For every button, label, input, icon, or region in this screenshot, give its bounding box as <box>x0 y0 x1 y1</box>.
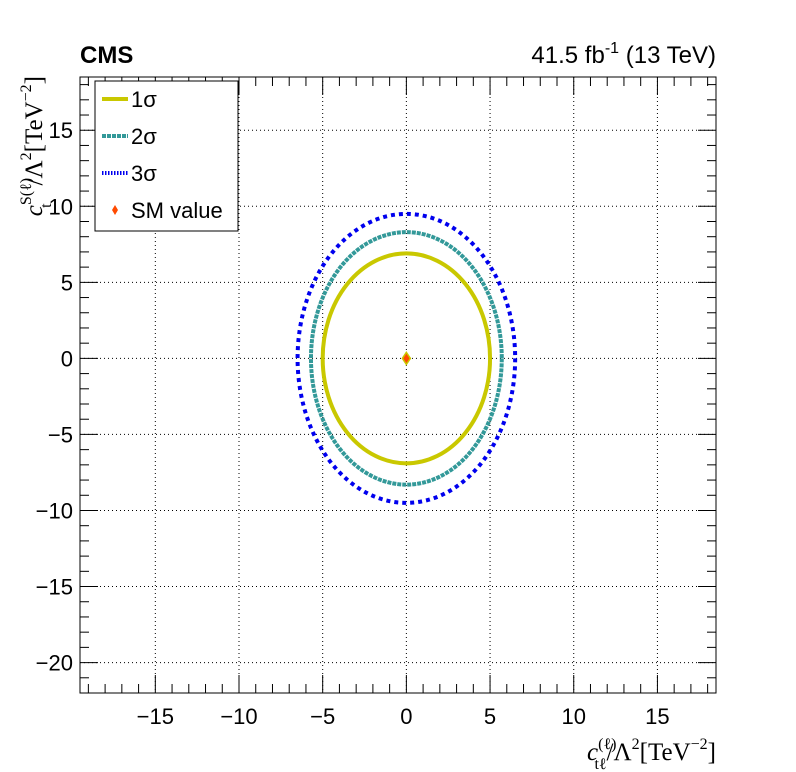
contour-2sigma <box>308 230 504 487</box>
contour-1sigma <box>320 251 493 466</box>
x-tick-label: 0 <box>400 704 412 729</box>
y-tick-label: −10 <box>36 498 73 523</box>
legend-entry: 1σ <box>102 87 157 112</box>
legend-entry: SM value <box>112 198 223 223</box>
legend-label: 2σ <box>131 124 157 149</box>
y-tick-label: −5 <box>48 422 73 447</box>
y-tick-label: −20 <box>36 651 73 676</box>
y-tick-label: 15 <box>49 118 73 143</box>
y-tick-labels: −20 −15 −10 −5 0 5 10 15 <box>36 118 73 675</box>
contour-3sigma <box>295 211 518 505</box>
grid-lines <box>80 77 716 693</box>
x-axis-title: c(ℓ) tℓ/Λ2[TeV−2] <box>587 736 716 772</box>
legend-entry: 2σ <box>102 124 157 149</box>
experiment-label: CMS <box>80 42 133 69</box>
plot-frame <box>79 76 717 694</box>
ticks <box>80 77 716 694</box>
y-axis-title: cS(ℓ)t/Λ2[TeV−2] <box>18 76 55 216</box>
luminosity-label: 41.5 fb-1 (13 TeV) <box>531 40 716 69</box>
legend-label: SM value <box>131 198 223 223</box>
y-tick-label: 5 <box>61 270 73 295</box>
contours <box>295 211 518 505</box>
y-tick-label: −15 <box>36 575 73 600</box>
legend-label: 3σ <box>131 161 157 186</box>
x-tick-label: 5 <box>484 704 496 729</box>
x-tick-label: −15 <box>137 704 174 729</box>
legend-label: 1σ <box>131 87 157 112</box>
x-tick-label: 10 <box>561 704 585 729</box>
legend-box <box>94 80 239 232</box>
x-tick-labels: −15 −10 −5 0 5 10 15 <box>137 704 670 729</box>
x-tick-label: −5 <box>310 704 335 729</box>
y-tick-label: 0 <box>61 346 73 371</box>
legend: 1σ 2σ 3σ SM value <box>94 80 239 232</box>
x-tick-label: −10 <box>220 704 257 729</box>
legend-entry: 3σ <box>102 161 157 186</box>
y-tick-label: 10 <box>49 194 73 219</box>
sm-value-marker <box>401 351 412 366</box>
legend-marker-sm <box>112 205 118 215</box>
x-tick-label: 15 <box>645 704 669 729</box>
